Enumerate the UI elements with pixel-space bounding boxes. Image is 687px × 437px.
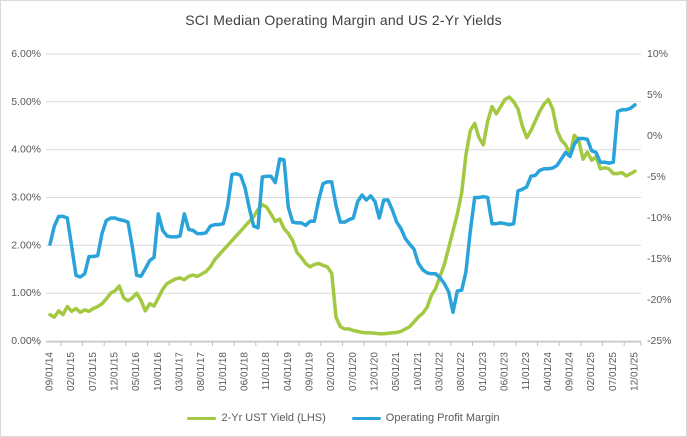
y-axis-label-left: 0.00% — [11, 335, 41, 347]
y-axis-label-left: 3.00% — [11, 192, 41, 204]
x-axis-label: 07/01/20 — [348, 352, 359, 391]
y-axis-label-left: 2.00% — [11, 239, 41, 251]
legend: 2-Yr UST Yield (LHS) Operating Profit Mar… — [1, 412, 686, 424]
y-axis-label-right: -5% — [647, 171, 666, 183]
x-axis-label: 07/01/25 — [608, 352, 619, 391]
x-axis-label: 09/01/19 — [305, 352, 316, 391]
legend-label: 2-Yr UST Yield (LHS) — [221, 412, 326, 424]
x-axis-label: 05/01/16 — [131, 352, 142, 391]
y-axis-label-left: 1.00% — [11, 287, 41, 299]
x-axis-label: 02/01/25 — [586, 352, 597, 391]
x-axis-label: 04/01/24 — [543, 352, 554, 391]
y-axis-label-left: 4.00% — [11, 144, 41, 156]
x-axis-label: 04/01/19 — [283, 352, 294, 391]
x-axis-label: 01/01/18 — [218, 352, 229, 391]
x-axis-label: 02/01/15 — [66, 352, 77, 391]
chart-title: SCI Median Operating Margin and US 2-Yr … — [185, 12, 502, 28]
legend-label: Operating Profit Margin — [385, 412, 500, 424]
x-axis-label: 08/01/17 — [196, 352, 207, 391]
x-axis-label: 11/01/18 — [261, 352, 272, 391]
x-axis-label: 08/01/22 — [456, 352, 467, 391]
y-axis-label-right: -20% — [647, 294, 672, 306]
y-axis-label-right: -15% — [647, 253, 672, 265]
y-axis-label-left: 6.00% — [11, 48, 41, 60]
y-axis-label-left: 5.00% — [11, 96, 41, 108]
x-axis-label: 06/01/18 — [240, 352, 251, 391]
legend-item: Operating Profit Margin — [351, 412, 500, 424]
x-axis-label: 03/01/17 — [175, 352, 186, 391]
y-axis-label-right: -10% — [647, 212, 672, 224]
x-axis-label: 06/01/23 — [500, 352, 511, 391]
y-axis-label-right: -25% — [647, 335, 672, 347]
x-axis-label: 09/01/14 — [45, 352, 56, 391]
x-axis-label: 02/01/20 — [326, 352, 337, 391]
legend-line-swatch — [351, 416, 381, 420]
x-axis-label: 03/01/22 — [435, 352, 446, 391]
y-axis-label-right: 0% — [647, 130, 662, 142]
x-axis-label: 09/01/24 — [565, 352, 576, 391]
y-axis-label-right: 5% — [647, 89, 662, 101]
x-axis-label: 11/01/23 — [521, 352, 532, 391]
x-axis-label: 12/01/20 — [370, 352, 381, 391]
x-axis-label: 05/01/21 — [391, 352, 402, 391]
x-axis-label: 10/01/16 — [153, 352, 164, 391]
x-axis-label: 12/01/25 — [630, 352, 641, 391]
x-axis-label: 07/01/15 — [88, 352, 99, 391]
x-axis-label: 10/01/21 — [413, 352, 424, 391]
y-axis-label-right: 10% — [647, 48, 668, 60]
x-axis-label: 12/01/15 — [110, 352, 121, 391]
x-axis-label: 01/01/23 — [478, 352, 489, 391]
legend-item: 2-Yr UST Yield (LHS) — [187, 412, 326, 424]
series-line-margin — [48, 103, 637, 315]
legend-line-swatch — [187, 416, 217, 420]
series-line-yield — [48, 95, 637, 336]
